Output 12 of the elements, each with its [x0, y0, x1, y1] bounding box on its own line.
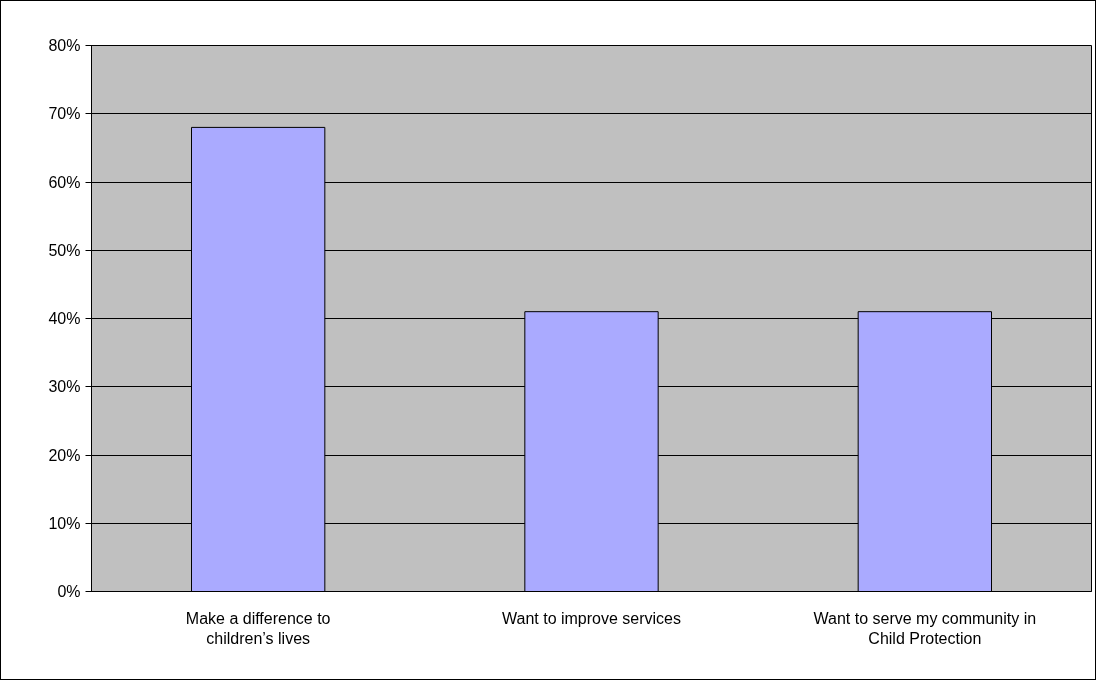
y-tick-label: 30% — [48, 378, 81, 396]
y-tick-label: 0% — [57, 583, 81, 600]
y-tick-label: 10% — [48, 514, 81, 532]
x-tick-label: Make a difference to children’s lives — [185, 609, 331, 647]
x-tick-label: Want to improve services — [501, 609, 682, 627]
x-tick-label: Want to serve my community in Child Protection — [813, 609, 1037, 647]
y-tick-label: 70% — [48, 105, 81, 123]
y-tick-label: 50% — [48, 241, 81, 259]
y-tick-label: 20% — [48, 446, 81, 464]
y-tick-label: 40% — [48, 310, 81, 327]
y-tick-label: 60% — [48, 173, 81, 191]
y-tick-label: 80% — [48, 37, 81, 54]
